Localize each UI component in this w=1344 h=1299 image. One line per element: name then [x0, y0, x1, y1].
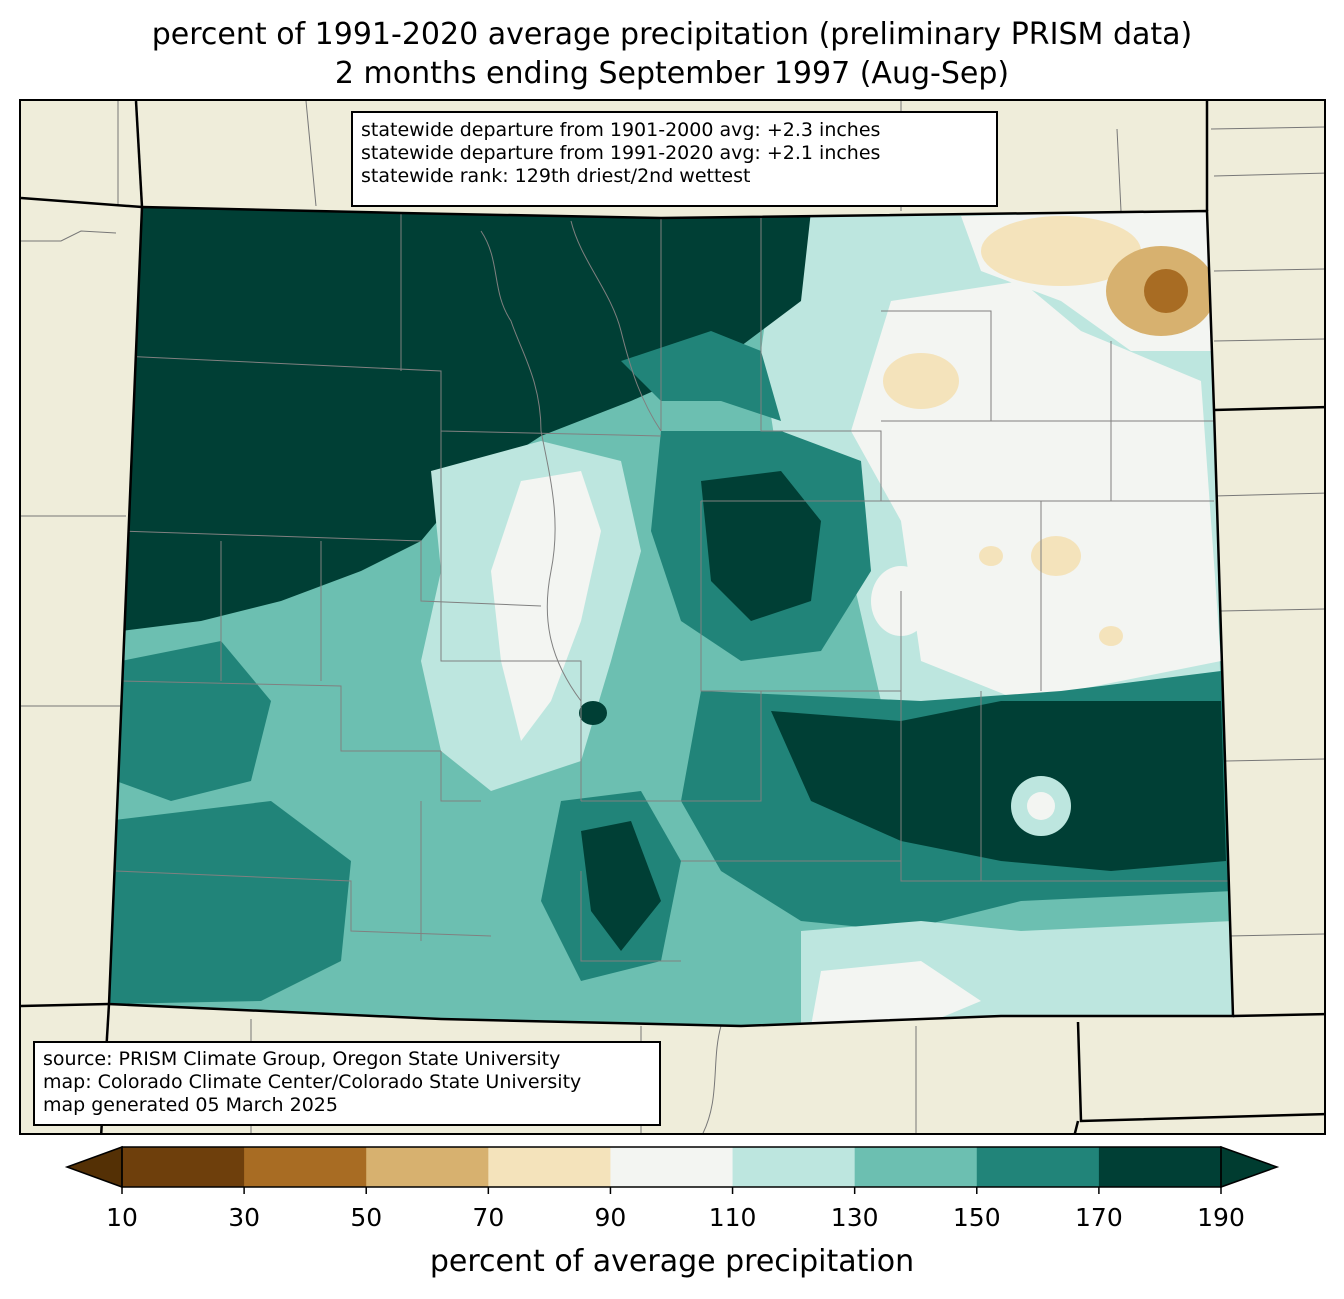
colorbar-bin-10-30 [122, 1147, 245, 1187]
colorbar-bin-90-110 [610, 1147, 734, 1187]
map-panel: statewide departure from 1901-2000 avg: … [19, 99, 1326, 1135]
colorbar-label: percent of average precipitation [429, 1244, 915, 1279]
stats-line-rank: statewide rank: 129th driest/2nd wettest [361, 165, 751, 187]
map-title-line2: 2 months ending September 1997 (Aug-Sep) [334, 56, 1010, 91]
colorbar-bin-110-130 [732, 1147, 856, 1187]
precip-field [109, 207, 1233, 1026]
map-canvas [21, 101, 1324, 1133]
colorbar-outline [121, 1146, 1222, 1188]
colorbar-tick-label-110: 110 [708, 1203, 757, 1232]
colorbar-bins [122, 1147, 1222, 1187]
colorbar-tick-label-190: 190 [1197, 1203, 1245, 1232]
generated-date-line: map generated 05 March 2025 [43, 1094, 338, 1116]
map-credit-line: map: Colorado Climate Center/Colorado St… [43, 1071, 582, 1093]
colorbar-bin-130-150 [854, 1147, 978, 1187]
source-box: source: PRISM Climate Group, Oregon Stat… [33, 1041, 661, 1126]
colorbar-tick-label-150: 150 [952, 1203, 1001, 1232]
stats-line-1991-2020: statewide departure from 1991-2020 avg: … [361, 142, 881, 164]
statewide-stats-box: statewide departure from 1901-2000 avg: … [351, 111, 998, 207]
stats-line-1901-2000: statewide departure from 1901-2000 avg: … [361, 119, 881, 141]
colorbar-tick-label-10: 10 [106, 1203, 138, 1232]
colorbar-tick-label-90: 90 [594, 1203, 627, 1232]
colorbar-bin-30-50 [244, 1147, 367, 1187]
state-boundaries [21, 101, 1324, 1133]
colorbar-ticks [121, 1187, 1222, 1194]
colorbar-under-arrow [64, 1145, 123, 1189]
colorbar-bin-70-90 [488, 1147, 611, 1187]
colorbar-tick-label-130: 130 [830, 1203, 879, 1232]
colorbar-bin-50-70 [366, 1147, 489, 1187]
colorbar-over-arrow [1220, 1145, 1280, 1189]
colorbar-tick-label-50: 50 [350, 1203, 383, 1232]
county-lines [115, 211, 1233, 962]
colorbar-bin-150-170 [976, 1147, 1100, 1187]
colorbar-tick-label-170: 170 [1075, 1203, 1123, 1232]
source-line: source: PRISM Climate Group, Oregon Stat… [43, 1048, 561, 1070]
colorbar-tick-label-30: 30 [228, 1203, 261, 1232]
colorbar-bin-170-190 [1098, 1147, 1222, 1187]
map-title-line1: percent of 1991-2020 average precipitati… [151, 17, 1193, 52]
colorbar-tick-label-70: 70 [472, 1203, 505, 1232]
